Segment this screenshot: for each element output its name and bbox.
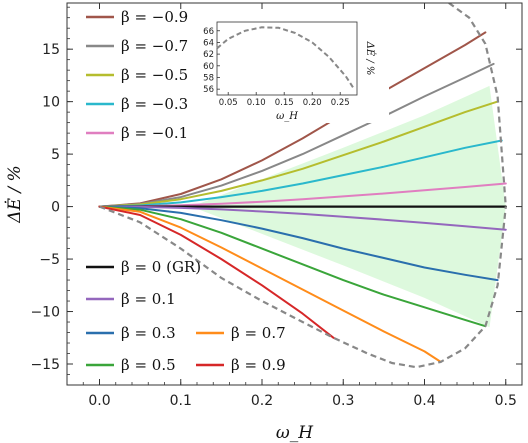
legend-label-top: β = −0.5: [121, 66, 188, 84]
plot-area: [98, 3, 507, 369]
inset-y-tick-label: 60: [203, 62, 214, 72]
legend-label-top: β = −0.1: [121, 124, 188, 142]
y-axis-label: ΔĖ / %: [4, 165, 25, 223]
series-line-3: [98, 139, 503, 208]
series-line-6: [98, 205, 507, 231]
x-axis-label: ω_H: [276, 423, 314, 443]
inset-y-tick-label: 58: [203, 73, 214, 83]
legend-label-bottom: β = 0.5: [121, 356, 176, 374]
legend-label-bottom: β = 0 (GR): [121, 258, 201, 276]
y-tick-label: −5: [39, 252, 60, 268]
legend-label-bottom: β = 0.9: [231, 356, 286, 374]
series-line-9: [98, 205, 442, 363]
series-line-7: [98, 205, 499, 282]
y-tick-label: 0: [51, 200, 60, 216]
x-tick-label: 0.4: [413, 393, 435, 409]
boundary-upper: [448, 3, 507, 207]
x-tick-label: 0.0: [88, 393, 110, 409]
series-line-8: [98, 205, 487, 328]
legend-label-bottom: β = 0.1: [121, 290, 176, 308]
inset-y-tick-label: 66: [203, 27, 214, 37]
y-tick-label: −15: [30, 357, 60, 373]
legend-label-top: β = −0.9: [121, 8, 188, 26]
series-line-2: [98, 100, 499, 208]
inset-x-tick-label: 0.25: [331, 98, 350, 108]
inset-y-tick-label: 56: [203, 85, 214, 95]
y-tick-label: 15: [42, 42, 60, 58]
inset-x-tick-label: 0.10: [247, 98, 266, 108]
y-tick-label: −10: [30, 305, 60, 321]
inset-y-tick-label: 64: [203, 38, 214, 48]
inset-x-axis-label: ω_H: [276, 111, 298, 122]
y-tick-label: 5: [51, 147, 60, 163]
series-line-0: [98, 31, 487, 208]
legend-label-top: β = −0.3: [121, 95, 188, 113]
inset-x-tick-label: 0.15: [275, 98, 294, 108]
series-line-10: [98, 205, 335, 339]
inset-y-axis-label: ΔĖ / %: [364, 41, 376, 76]
x-tick-label: 0.3: [332, 393, 354, 409]
inset-curve: [216, 26, 356, 90]
inset-x-tick-label: 0.05: [219, 98, 238, 108]
x-tick-label: 0.5: [495, 393, 517, 409]
legend-label-top: β = −0.7: [121, 37, 188, 55]
inset-frame: [216, 21, 358, 96]
x-tick-label: 0.1: [170, 393, 192, 409]
inset-y-tick-label: 62: [203, 50, 214, 60]
legend-label-bottom: β = 0.3: [121, 324, 176, 342]
x-tick-label: 0.2: [251, 393, 273, 409]
y-tick-label: 10: [42, 95, 60, 111]
boundary-lower: [99, 205, 507, 369]
inset-x-tick-label: 0.20: [303, 98, 322, 108]
legend-label-bottom: β = 0.7: [231, 324, 286, 342]
series-line-1: [98, 62, 495, 208]
